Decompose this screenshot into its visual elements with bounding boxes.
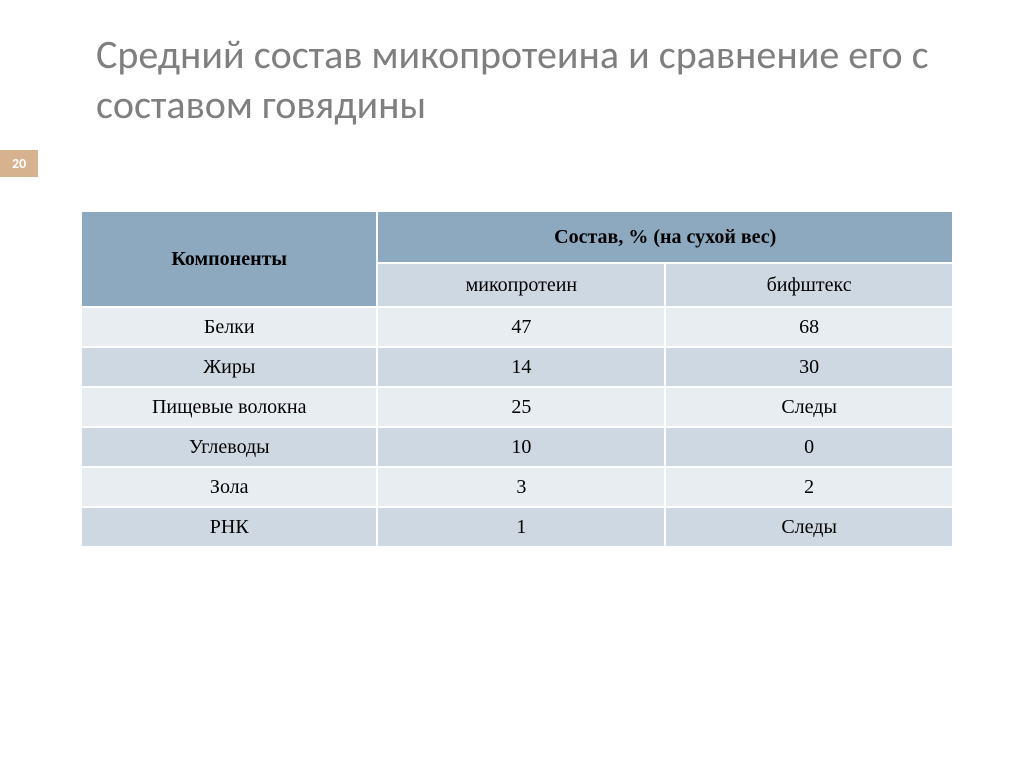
row-value-beefsteak: 0 (665, 427, 953, 467)
composition-table: Компоненты Состав, % (на сухой вес) мико… (80, 210, 954, 548)
row-value-beefsteak: 68 (665, 307, 953, 347)
row-label: Белки (81, 307, 377, 347)
row-value-mycoprotein: 14 (377, 347, 665, 387)
row-value-mycoprotein: 47 (377, 307, 665, 347)
row-label: Пищевые волокна (81, 387, 377, 427)
table-row: Жиры 14 30 (81, 347, 953, 387)
subheader-mycoprotein: микопротеин (377, 263, 665, 307)
table-row: Зола 3 2 (81, 467, 953, 507)
row-label: РНК (81, 507, 377, 547)
row-value-beefsteak: 30 (665, 347, 953, 387)
table-row: Пищевые волокна 25 Следы (81, 387, 953, 427)
row-value-beefsteak: Следы (665, 387, 953, 427)
table-row: Белки 47 68 (81, 307, 953, 347)
page-number-badge: 20 (0, 150, 38, 177)
row-value-beefsteak: 2 (665, 467, 953, 507)
slide-title: Средний состав микопротеина и сравнение … (0, 0, 1024, 150)
row-value-mycoprotein: 25 (377, 387, 665, 427)
row-label: Жиры (81, 347, 377, 387)
table-row: Углеводы 10 0 (81, 427, 953, 467)
row-value-beefsteak: Следы (665, 507, 953, 547)
row-label: Зола (81, 467, 377, 507)
row-label: Углеводы (81, 427, 377, 467)
row-value-mycoprotein: 10 (377, 427, 665, 467)
header-composition: Состав, % (на сухой вес) (377, 211, 953, 263)
row-value-mycoprotein: 3 (377, 467, 665, 507)
composition-table-container: Компоненты Состав, % (на сухой вес) мико… (80, 210, 954, 548)
header-components: Компоненты (81, 211, 377, 307)
subheader-beefsteak: бифштекс (665, 263, 953, 307)
table-row: РНК 1 Следы (81, 507, 953, 547)
row-value-mycoprotein: 1 (377, 507, 665, 547)
